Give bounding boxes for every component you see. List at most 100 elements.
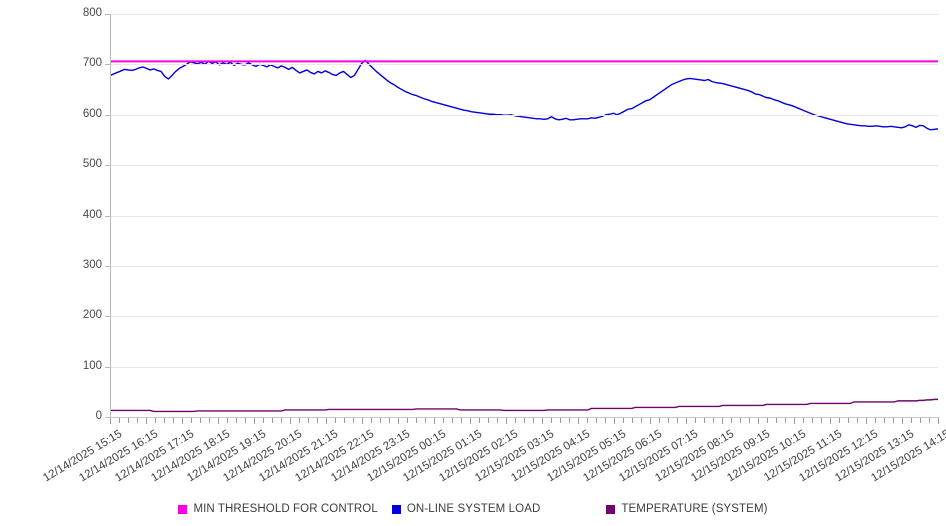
x-axis-tick-mark [614,418,615,424]
y-axis-tick-mark [105,215,110,217]
legend-label: TEMPERATURE (SYSTEM) [621,503,768,515]
x-axis-tick-mark [119,418,120,423]
x-axis-tick-mark [749,418,750,423]
x-axis-tick-mark [128,418,129,423]
gridline [110,114,938,116]
x-axis-tick-mark [281,418,282,423]
legend-label: ON-LINE SYSTEM LOAD [406,503,541,515]
x-axis-tick-mark [542,418,543,424]
x-axis-labels: 12/14/2025 15:15 12/14/2025 16:15 12/14/20… [0,428,946,498]
gridline [110,215,938,217]
x-axis-tick-mark [632,418,633,423]
x-axis-tick-mark [452,418,453,423]
y-axis-line [110,14,111,418]
y-axis-tick-mark [105,165,110,167]
x-axis-tick-mark [335,418,336,423]
y-axis-tick-label: 100 [82,359,102,372]
y-axis-tick-mark [105,417,110,418]
x-axis-tick-mark [137,418,138,423]
x-axis-tick-mark [560,418,561,423]
x-axis-tick-mark [641,418,642,423]
gridline [110,366,938,368]
x-axis-tick-mark [353,418,354,423]
x-axis-tick-mark [443,418,444,423]
y-axis-tick-label: 800 [82,7,102,19]
x-axis-tick-mark [587,418,588,423]
legend-item-min-threshold[interactable]: MIN THRESHOLD FOR CONTROL [178,503,378,515]
x-axis-tick-mark [551,418,552,423]
y-axis-tick-label: 0 [95,410,102,422]
y-axis-tick-label: 700 [82,57,102,70]
x-axis-tick-mark [317,418,318,423]
x-axis-tick-mark [425,418,426,423]
x-axis-tick-mark [389,418,390,423]
x-axis-tick-mark [407,418,408,423]
y-axis-tick-label: 300 [82,258,102,271]
x-axis-tick-mark [830,418,831,424]
x-axis-tick-mark [506,418,507,424]
y-axis-tick-mark [105,64,110,66]
x-axis-tick-mark [578,418,579,424]
y-axis-tick-mark [105,14,110,15]
x-axis-line [110,417,939,418]
x-axis-tick-mark [191,418,192,423]
y-axis-tick-label: 400 [82,208,102,221]
x-axis-tick-mark [470,418,471,424]
x-axis-tick-mark [767,418,768,423]
x-axis-tick-mark [218,418,219,424]
x-axis-tick-mark [164,418,165,423]
x-axis-tick-mark [533,418,534,423]
x-axis-tick-mark [299,418,300,423]
x-axis-tick-mark [803,418,804,423]
x-axis-tick-mark [821,418,822,423]
x-axis-tick-mark [776,418,777,423]
x-axis-tick-mark [794,418,795,424]
x-axis-tick-mark [524,418,525,423]
x-axis-tick-mark [695,418,696,423]
x-axis-tick-mark [875,418,876,423]
x-axis-tick-mark [884,418,885,423]
x-axis-tick-mark [272,418,273,423]
x-axis-tick-mark [110,418,111,424]
gridline [110,14,938,15]
x-axis-tick-mark [236,418,237,423]
x-axis-tick-mark [173,418,174,423]
x-axis-tick-mark [326,418,327,424]
x-axis-tick-mark [596,418,597,423]
x-axis-tick-mark [209,418,210,423]
x-axis-tick-mark [200,418,201,423]
x-axis-tick-mark [479,418,480,423]
x-axis-tick-mark [155,418,156,423]
x-axis-tick-mark [686,418,687,424]
x-axis-tick-mark [605,418,606,423]
x-axis-tick-mark [893,418,894,423]
legend-swatch-icon [606,504,616,514]
x-axis-tick-mark [182,418,183,424]
x-axis-tick-mark [659,418,660,423]
x-axis-tick-mark [497,418,498,423]
x-axis-tick-mark [758,418,759,424]
legend-swatch-icon [178,504,188,514]
legend-item-online-load[interactable]: ON-LINE SYSTEM LOAD [391,503,541,515]
x-axis-tick-mark [371,418,372,423]
x-axis-tick-mark [722,418,723,424]
x-axis-tick-mark [515,418,516,423]
x-axis-tick-mark [263,418,264,423]
x-axis-tick-mark [380,418,381,423]
x-axis-tick-mark [929,418,930,423]
x-axis-tick-mark [731,418,732,423]
x-axis-tick-mark [848,418,849,423]
gridline [110,265,938,267]
x-axis-tick-mark [227,418,228,423]
x-axis-tick-mark [668,418,669,423]
x-axis-tick-mark [254,418,255,424]
x-axis-tick-mark [866,418,867,424]
y-axis-tick-label: 500 [82,158,102,171]
x-axis-tick-mark [362,418,363,424]
x-axis-tick-mark [245,418,246,423]
legend-item-temperature[interactable]: TEMPERATURE (SYSTEM) [606,503,767,515]
legend-swatch-icon [391,504,401,514]
series-layer [110,14,938,417]
series-line-online-load [110,60,938,130]
